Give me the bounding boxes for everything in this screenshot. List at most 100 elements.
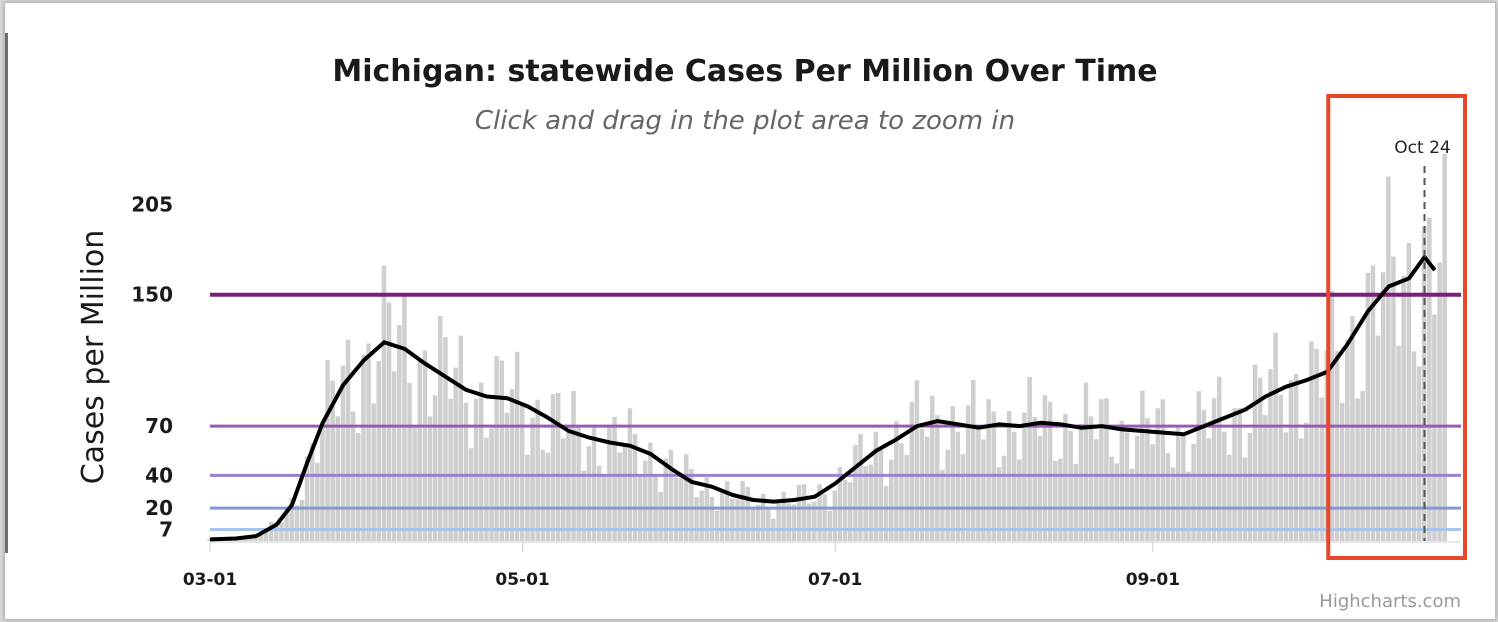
daily-bar — [1068, 430, 1073, 541]
x-tick-label: 05-01 — [495, 570, 549, 590]
daily-bar — [1416, 366, 1422, 541]
daily-bar — [1150, 444, 1155, 541]
daily-bar — [1032, 417, 1037, 541]
daily-bar — [658, 491, 663, 541]
daily-bar — [1242, 457, 1248, 541]
daily-bar — [1037, 435, 1043, 541]
daily-bar — [294, 505, 300, 541]
daily-bar — [889, 459, 894, 541]
daily-bar — [801, 484, 807, 541]
daily-bar — [1145, 418, 1150, 541]
daily-bar — [1083, 382, 1089, 541]
threshold-lines — [210, 292, 1461, 532]
daily-bar — [1124, 432, 1130, 541]
daily-bar — [1073, 463, 1078, 541]
daily-bar — [566, 425, 571, 541]
daily-bar — [848, 482, 853, 541]
daily-bar — [1258, 377, 1263, 541]
daily-bar — [730, 498, 735, 541]
daily-bar — [909, 402, 914, 541]
daily-bar — [1334, 351, 1340, 541]
daily-bar — [289, 498, 294, 541]
daily-bar — [827, 510, 832, 541]
daily-bar — [873, 431, 879, 541]
daily-bar — [299, 499, 305, 541]
daily-bar — [407, 382, 412, 541]
daily-bar — [745, 486, 750, 541]
y-tick-label: 150 — [131, 283, 173, 307]
daily-bar — [894, 421, 899, 541]
daily-bar — [1206, 438, 1212, 541]
daily-bar — [1360, 390, 1365, 541]
daily-bar — [432, 395, 438, 541]
y-tick-label: 20 — [145, 496, 173, 520]
daily-bar — [719, 490, 725, 541]
daily-bar — [807, 503, 812, 541]
daily-bar — [499, 360, 504, 541]
daily-bar — [1263, 415, 1268, 541]
daily-bar — [376, 361, 381, 541]
daily-bar — [699, 490, 704, 541]
daily-bar — [1140, 390, 1145, 541]
daily-bar — [760, 493, 766, 541]
daily-bar — [309, 443, 315, 541]
daily-bar — [858, 434, 863, 541]
daily-bar — [345, 339, 351, 541]
frame-left-edge — [5, 33, 8, 553]
oct-24-marker-label: Oct 24 — [1394, 138, 1450, 158]
daily-bar — [1375, 335, 1381, 541]
daily-bar — [1427, 217, 1432, 541]
daily-bar — [1380, 272, 1386, 541]
daily-bar — [1186, 471, 1191, 541]
daily-bar — [263, 529, 269, 541]
daily-bar — [822, 494, 827, 541]
daily-bar — [494, 356, 499, 541]
daily-bar — [878, 449, 884, 541]
daily-bar — [904, 454, 909, 541]
y-tick-label: 70 — [145, 414, 173, 438]
daily-bar — [304, 456, 310, 541]
daily-bar — [586, 446, 592, 541]
daily-bar — [1099, 399, 1104, 541]
daily-bar — [427, 416, 433, 541]
daily-bar — [796, 484, 802, 541]
cases-chart[interactable]: Michigan: statewide Cases Per Million Ov… — [5, 3, 1495, 619]
daily-bar — [1355, 398, 1360, 541]
daily-bar — [458, 335, 463, 541]
x-tick-label: 03-01 — [183, 570, 237, 590]
daily-bar — [914, 380, 920, 541]
rolling-average-line — [209, 255, 1437, 542]
daily-bar — [571, 390, 576, 541]
daily-bar — [694, 497, 699, 541]
daily-bar — [545, 452, 551, 541]
daily-bar — [1401, 275, 1406, 541]
daily-bar — [853, 445, 858, 541]
y-tick-label: 7 — [159, 518, 173, 542]
y-tick-label: 40 — [145, 463, 173, 487]
daily-bar — [725, 481, 730, 541]
daily-bar — [1411, 351, 1417, 541]
daily-bar — [1304, 422, 1309, 541]
daily-bar — [397, 325, 402, 541]
daily-bar — [525, 454, 530, 541]
highcharts-credit[interactable]: Highcharts.com — [1319, 591, 1461, 612]
daily-bar — [976, 426, 981, 541]
daily-bar — [473, 398, 479, 541]
daily-bar — [883, 486, 889, 541]
daily-bar — [386, 302, 392, 541]
daily-bar — [996, 467, 1002, 541]
daily-bar — [924, 436, 930, 541]
daily-bar — [1104, 398, 1109, 541]
daily-bar — [484, 437, 489, 541]
daily-bar — [612, 416, 617, 541]
daily-bar — [361, 354, 366, 541]
daily-bar — [1442, 153, 1447, 542]
daily-bar — [1129, 468, 1135, 541]
daily-bar — [1027, 376, 1032, 541]
daily-bar — [535, 399, 540, 541]
daily-bar — [1299, 438, 1304, 541]
chart-subtitle: Click and drag in the plot area to zoom … — [475, 106, 1015, 136]
daily-bar — [1211, 398, 1217, 541]
daily-bar — [714, 510, 720, 541]
daily-bar — [684, 454, 689, 541]
